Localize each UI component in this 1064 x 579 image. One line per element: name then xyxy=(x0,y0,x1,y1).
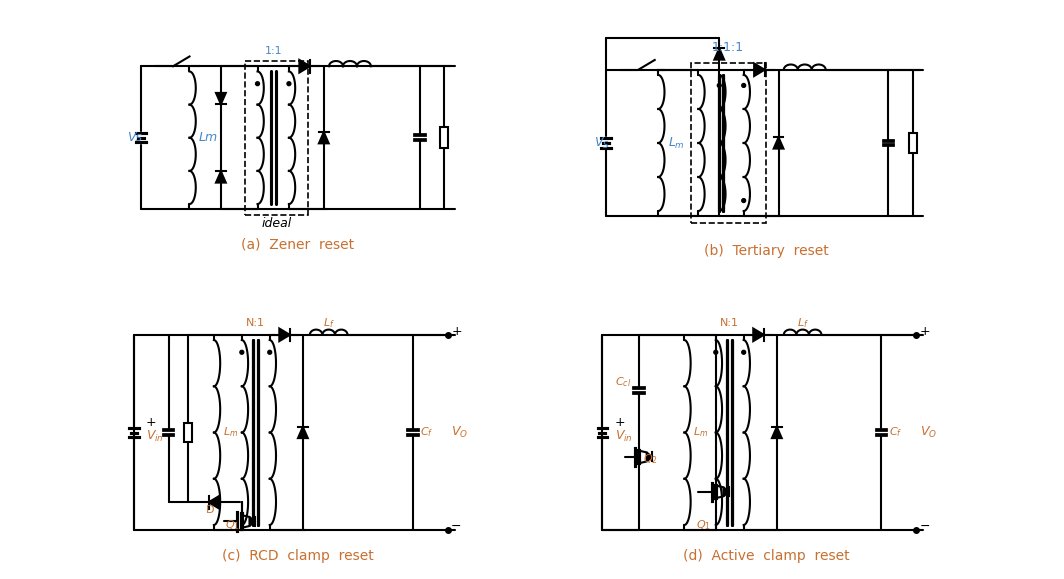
Text: −: − xyxy=(451,520,462,533)
Text: +: + xyxy=(615,416,626,428)
Text: +: + xyxy=(920,325,931,338)
Text: $L_f$: $L_f$ xyxy=(797,316,809,330)
Circle shape xyxy=(255,82,260,86)
Text: $V_{in}$: $V_{in}$ xyxy=(146,428,164,444)
Text: $V_O$: $V_O$ xyxy=(920,425,937,440)
Polygon shape xyxy=(249,517,254,526)
Text: (b)  Tertiary  reset: (b) Tertiary reset xyxy=(704,244,829,258)
Polygon shape xyxy=(724,488,729,496)
Polygon shape xyxy=(647,452,652,461)
Bar xyxy=(692,63,766,223)
Text: ideal: ideal xyxy=(262,217,292,230)
Circle shape xyxy=(742,199,746,203)
Text: Lm: Lm xyxy=(198,131,217,144)
Text: $V_O$: $V_O$ xyxy=(451,425,468,440)
Text: (c)  RCD  clamp  reset: (c) RCD clamp reset xyxy=(221,549,373,563)
Text: D: D xyxy=(206,505,215,515)
Text: $V_S$: $V_S$ xyxy=(594,135,610,151)
Polygon shape xyxy=(753,328,764,341)
Bar xyxy=(440,127,448,148)
Polygon shape xyxy=(714,49,725,60)
Text: (a)  Zener  reset: (a) Zener reset xyxy=(242,237,354,251)
Circle shape xyxy=(742,350,746,354)
Polygon shape xyxy=(216,93,226,104)
Polygon shape xyxy=(772,427,782,438)
Text: (d)  Active  clamp  reset: (d) Active clamp reset xyxy=(683,549,850,563)
Text: $L_m$: $L_m$ xyxy=(222,426,238,439)
Circle shape xyxy=(239,350,244,354)
Circle shape xyxy=(742,83,746,87)
Circle shape xyxy=(717,83,721,87)
Text: $C_{cl}$: $C_{cl}$ xyxy=(615,375,631,389)
Text: $Q_2$: $Q_2$ xyxy=(643,452,658,466)
Text: $C_f$: $C_f$ xyxy=(890,426,902,439)
Polygon shape xyxy=(774,137,783,149)
Text: 1:1:1: 1:1:1 xyxy=(712,41,744,53)
Polygon shape xyxy=(299,60,310,72)
Text: $Q_1$: $Q_1$ xyxy=(226,518,240,532)
Text: +: + xyxy=(451,325,462,338)
Text: 1:1: 1:1 xyxy=(265,46,282,56)
Text: +: + xyxy=(146,416,156,428)
Text: $L_m$: $L_m$ xyxy=(693,426,709,439)
Text: $L_m$: $L_m$ xyxy=(668,135,685,151)
Text: N:1: N:1 xyxy=(246,318,265,328)
Text: $Q_1$: $Q_1$ xyxy=(696,518,711,532)
Circle shape xyxy=(268,350,271,354)
Polygon shape xyxy=(209,496,219,508)
Text: $L_f$: $L_f$ xyxy=(322,316,335,330)
Bar xyxy=(909,133,917,153)
Text: −: − xyxy=(920,520,930,533)
Circle shape xyxy=(287,82,290,86)
Text: $V_{in}$: $V_{in}$ xyxy=(615,428,632,444)
Text: $C_f$: $C_f$ xyxy=(420,426,434,439)
Polygon shape xyxy=(298,427,307,438)
Polygon shape xyxy=(280,328,289,341)
Bar xyxy=(246,61,309,214)
Polygon shape xyxy=(319,132,329,144)
Text: N:1: N:1 xyxy=(720,318,739,328)
Text: Vs: Vs xyxy=(127,131,142,144)
Polygon shape xyxy=(754,64,765,76)
Circle shape xyxy=(714,350,718,354)
Bar xyxy=(184,423,192,442)
Polygon shape xyxy=(216,171,226,182)
